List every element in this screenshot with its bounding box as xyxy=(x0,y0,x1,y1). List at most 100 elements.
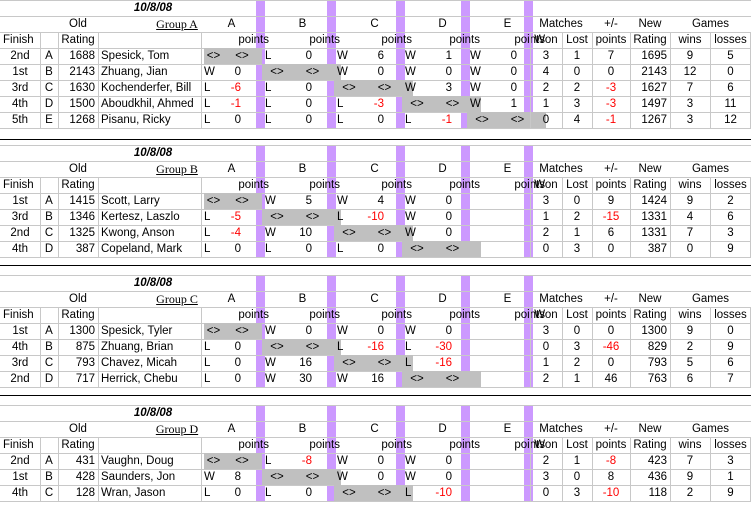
self-marker: <> xyxy=(445,243,460,255)
old-rating: 428 xyxy=(75,471,95,483)
grid-line xyxy=(0,291,751,292)
games-wins: 9 xyxy=(686,325,694,337)
games-header: Games xyxy=(691,163,730,175)
player-name: Kwong, Anson xyxy=(101,227,175,239)
self-marker: <> xyxy=(270,341,284,353)
self-match-cell xyxy=(334,225,413,241)
match-points: 0 xyxy=(445,455,452,467)
opponent-header-a: A xyxy=(227,18,236,30)
subheader-row: Finish Rating points points points points poin… xyxy=(0,177,751,193)
wins-header: wins xyxy=(678,34,702,46)
grid-line xyxy=(98,32,99,128)
match-result: L xyxy=(204,487,211,499)
blank xyxy=(670,275,751,291)
group-date: 10/8/08 xyxy=(133,277,173,289)
match-points: 1 xyxy=(445,50,452,62)
grid-line xyxy=(0,469,751,470)
player-code: C xyxy=(44,82,54,94)
self-marker: <> xyxy=(342,487,356,499)
finish-place: 2nd xyxy=(10,373,30,385)
match-result: L xyxy=(337,98,344,110)
player-row: 2nd A 1688 Spesick, Tom <> <> L 0 W 6 W 1 W 0 3 1 7 1695 9… xyxy=(0,48,751,64)
match-points: 0 xyxy=(445,325,452,337)
finish-place: 5th xyxy=(12,114,28,126)
column-divider xyxy=(396,275,405,387)
match-points: 0 xyxy=(305,243,312,255)
self-marker: <> xyxy=(206,50,221,62)
opponent-header-d: D xyxy=(438,163,447,175)
matches-lost: 4 xyxy=(573,114,581,126)
rating-header: Rating xyxy=(61,309,95,321)
points-header: points xyxy=(238,439,269,451)
self-marker: <> xyxy=(377,357,392,369)
games-losses: 9 xyxy=(727,487,734,499)
points-total: 0 xyxy=(607,66,615,78)
old-rating: 1630 xyxy=(69,82,95,94)
points-total: 7 xyxy=(607,50,615,62)
self-match-cell xyxy=(402,241,481,257)
match-points: 0 xyxy=(510,66,517,78)
column-divider xyxy=(396,145,405,257)
player-code: B xyxy=(45,341,53,353)
points-total: 0 xyxy=(607,357,615,369)
match-points: 0 xyxy=(377,114,384,126)
plusminus-header: +/- xyxy=(604,293,618,305)
grid-line xyxy=(592,307,593,387)
player-row: 3rd C 1630 Kochenderfer, Bill L -6 L 0 <> <> W 3 W 0 2… xyxy=(0,80,751,96)
finish-place: 3rd xyxy=(11,211,29,223)
matches-lost: 3 xyxy=(573,341,581,353)
rating-header: Rating xyxy=(61,34,95,46)
grid-line xyxy=(0,241,751,242)
match-points: 0 xyxy=(377,471,384,483)
group-date: 10/8/08 xyxy=(133,147,173,159)
wins-header: wins xyxy=(678,309,702,321)
match-points: -8 xyxy=(301,455,312,467)
games-wins: 7 xyxy=(686,82,694,94)
games-wins: 2 xyxy=(686,341,694,353)
points-total: 6 xyxy=(607,227,615,239)
self-match-cell xyxy=(402,96,481,112)
match-result: W xyxy=(405,471,416,483)
match-points: 0 xyxy=(510,50,517,62)
match-points: 0 xyxy=(305,114,312,126)
player-row: 4th C 128 Wran, Jason L 0 L 0 <> <> L -10 0 3 -10 118 2 9 xyxy=(0,485,751,501)
grid-line xyxy=(0,112,751,113)
self-marker: <> xyxy=(235,455,249,467)
grid-line xyxy=(530,437,531,501)
match-result: W xyxy=(405,227,416,239)
matches-won: 3 xyxy=(542,325,550,337)
games-wins: 9 xyxy=(686,471,694,483)
match-points: -3 xyxy=(373,98,384,110)
match-result: W xyxy=(405,325,416,337)
self-marker: <> xyxy=(475,114,489,126)
finish-place: 1st xyxy=(12,195,28,207)
new-rating-header: Rating xyxy=(633,309,667,321)
match-result: L xyxy=(204,341,211,353)
grid-line xyxy=(58,437,59,501)
player-row: 3rd B 1346 Kertesz, Laszlo L -5 <> <> L -10 W 0 1 2 -1… xyxy=(0,209,751,225)
grid-line xyxy=(530,307,531,387)
won-header: Won xyxy=(534,34,558,46)
player-row: 4th D 387 Copeland, Mark L 0 L 0 L 0 <> <> 0 3 0 387 0 9 xyxy=(0,241,751,257)
group-title: Group A xyxy=(156,17,198,31)
match-points: -6 xyxy=(230,82,241,94)
grid-line xyxy=(710,307,711,387)
matches-won: 3 xyxy=(542,471,550,483)
self-marker: <> xyxy=(377,227,392,239)
player-name: Kertesz, Laszlo xyxy=(101,211,180,223)
old-header: Old xyxy=(69,293,87,305)
games-losses: 3 xyxy=(727,455,734,467)
match-result: W xyxy=(337,373,348,385)
match-points: -16 xyxy=(367,341,384,353)
match-result: W xyxy=(405,211,416,223)
group-title: Group C xyxy=(156,292,198,306)
group-separator xyxy=(0,265,751,266)
match-result: W xyxy=(337,50,348,62)
match-result: L xyxy=(265,50,272,62)
player-row: 5th E 1268 Pisanu, Ricky L 0 L 0 L 0 L -1 <> <> 0 4 -1 12… xyxy=(0,112,751,128)
points-total: -3 xyxy=(605,98,617,110)
games-header: Games xyxy=(691,293,730,305)
points-total: -46 xyxy=(602,341,620,353)
player-code: E xyxy=(45,114,53,126)
match-result: W xyxy=(265,195,276,207)
